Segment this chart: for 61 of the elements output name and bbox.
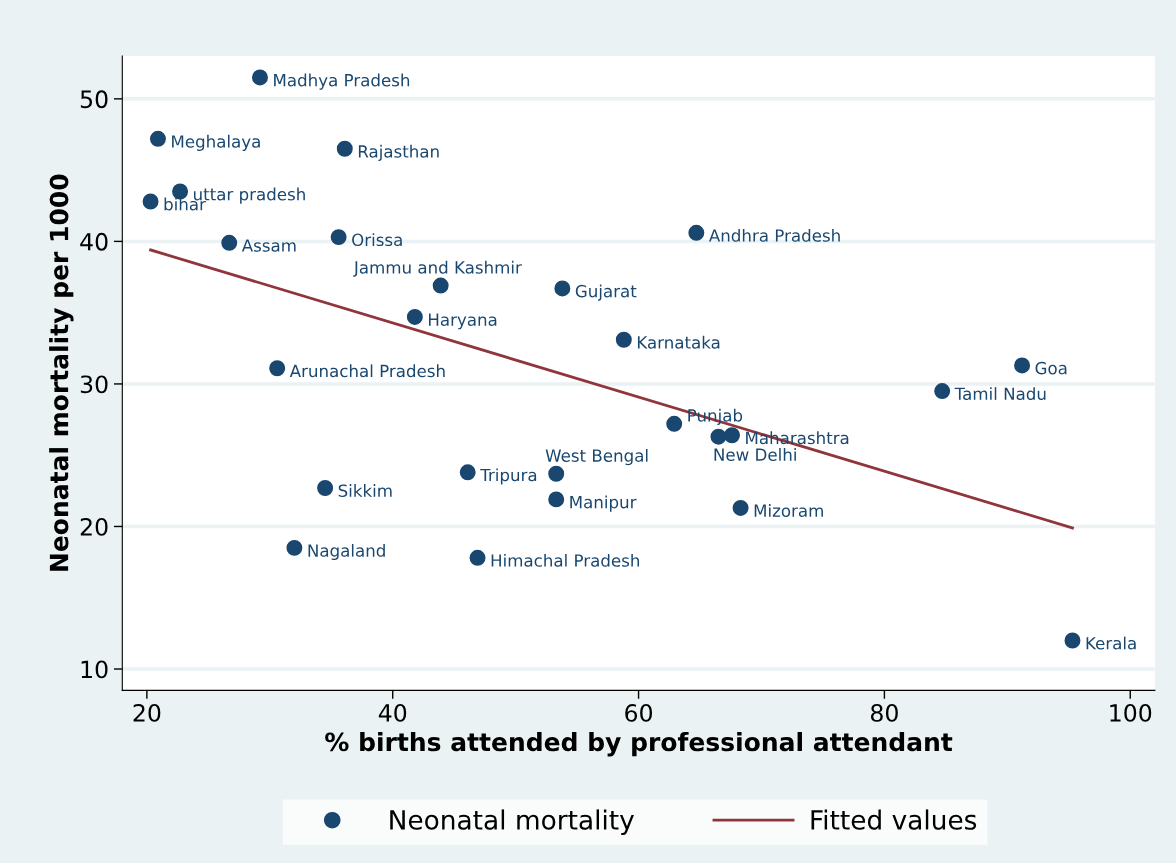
point xyxy=(142,193,159,210)
data-label: Kerala xyxy=(1086,636,1136,650)
data-label: Andhra Pradesh xyxy=(708,228,840,242)
data-label: Tripura xyxy=(480,468,537,485)
data-label: Mizoram xyxy=(754,504,823,517)
point xyxy=(336,140,353,157)
point xyxy=(406,308,423,325)
y-tick-label: 50 xyxy=(80,90,108,109)
point xyxy=(688,224,705,241)
legend-label: Fitted values xyxy=(811,809,977,830)
point xyxy=(666,415,683,432)
data-label: Arunachal Pradesh xyxy=(289,364,445,378)
data-label: Tamil Nadu xyxy=(954,387,1046,401)
data-label: Meghalaya xyxy=(172,134,260,151)
point xyxy=(459,464,476,481)
y-tick-label: 20 xyxy=(80,517,108,536)
y-tick-label: 10 xyxy=(81,660,108,679)
point xyxy=(1064,632,1081,649)
data-label: New Delhi xyxy=(714,448,796,461)
point xyxy=(548,465,565,482)
point xyxy=(286,539,303,556)
point xyxy=(269,360,286,377)
data-label: Nagaland xyxy=(308,543,385,561)
x-tick-label: 60 xyxy=(625,704,653,722)
data-label: Himachal Pradesh xyxy=(491,553,640,567)
point xyxy=(548,491,565,508)
y-axis-title: Neonatal mortality per 1000 xyxy=(49,174,74,571)
data-label: Madhya Pradesh xyxy=(274,73,410,90)
data-label: Karnataka xyxy=(637,335,720,349)
data-label: Manipur xyxy=(570,495,637,512)
point xyxy=(1014,357,1031,374)
point xyxy=(615,331,632,348)
point xyxy=(330,229,347,246)
x-axis-title: % births attended by professional attendant xyxy=(325,732,953,757)
point xyxy=(317,480,334,496)
data-label: Sikkim xyxy=(338,484,392,497)
data-label: Assam xyxy=(241,239,296,252)
x-tick-label: 100 xyxy=(1110,704,1152,722)
point xyxy=(251,69,268,86)
y-tick-label: 40 xyxy=(80,232,108,251)
point xyxy=(554,280,571,297)
data-label: Goa xyxy=(1035,361,1067,375)
point xyxy=(432,277,449,294)
data-label: Gujarat xyxy=(575,284,637,301)
point xyxy=(149,130,166,147)
x-tick-label: 20 xyxy=(133,704,161,722)
data-label: Jammu and Kashmir xyxy=(353,260,522,277)
data-label: Rajasthan xyxy=(358,144,439,161)
point xyxy=(724,427,740,444)
data-label: Haryana xyxy=(428,313,497,330)
point xyxy=(934,383,951,400)
x-tick-label: 40 xyxy=(378,704,407,722)
point xyxy=(710,428,727,445)
x-tick-label: 80 xyxy=(870,704,898,722)
data-label: Orissa xyxy=(352,233,402,247)
data-label: West Bengal xyxy=(545,449,648,466)
point xyxy=(732,499,749,516)
y-tick-label: 30 xyxy=(80,375,108,394)
legend-label: Neonatal mortality xyxy=(390,809,634,835)
point xyxy=(469,549,486,566)
point xyxy=(221,234,238,251)
